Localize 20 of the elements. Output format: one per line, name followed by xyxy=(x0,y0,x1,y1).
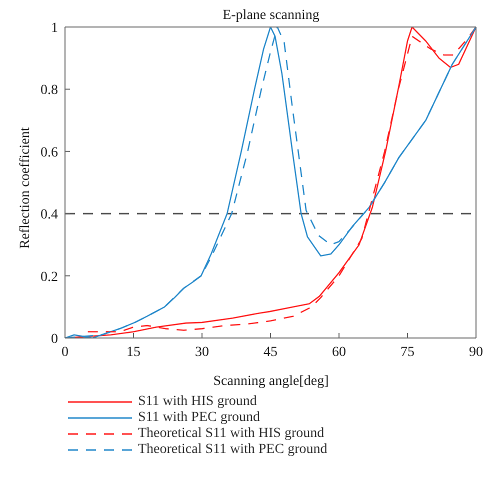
x-tick-label: 15 xyxy=(126,344,140,360)
y-tick-label: 0.2 xyxy=(40,270,58,285)
y-axis-title: Reflection coefficient xyxy=(18,126,34,251)
y-tick-label: 1 xyxy=(51,20,58,36)
legend-label: S11 with HIS ground xyxy=(138,394,257,410)
legend-label: Theoretical S11 with PEC ground xyxy=(138,442,328,458)
x-tick-label: 60 xyxy=(332,344,346,360)
x-axis-title: Scanning angle[deg] xyxy=(212,374,330,390)
legend-label: S11 with PEC ground xyxy=(138,410,260,426)
x-tick-label: 75 xyxy=(400,344,414,360)
x-tick-label: 45 xyxy=(264,344,278,360)
y-tick-label: 0.6 xyxy=(40,145,58,160)
y-tick-label: 0 xyxy=(51,332,58,347)
x-tick-label: 30 xyxy=(195,344,209,360)
chart-title: E-plane scanning xyxy=(222,8,320,24)
legend-label: Theoretical S11 with HIS ground xyxy=(138,426,324,442)
y-tick-label: 0.4 xyxy=(40,208,58,223)
x-tick-label: 90 xyxy=(469,344,483,360)
x-tick-label: 0 xyxy=(62,344,68,360)
y-tick-label: 0.8 xyxy=(40,83,58,98)
